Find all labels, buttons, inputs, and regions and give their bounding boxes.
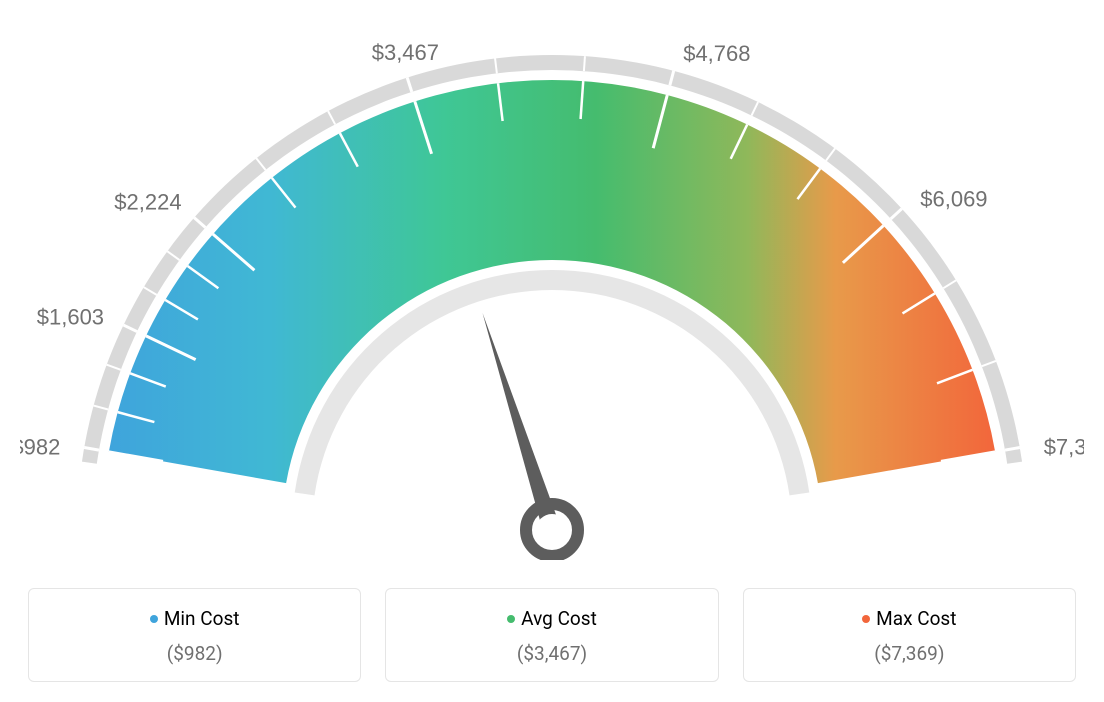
legend-title-max-text: Max Cost <box>876 607 956 630</box>
legend-title-min: Min Cost <box>39 607 350 630</box>
svg-text:$2,224: $2,224 <box>114 190 181 215</box>
svg-text:$7,369: $7,369 <box>1044 434 1084 459</box>
legend-card-min: Min Cost ($982) <box>28 588 361 682</box>
legend-value-min: ($982) <box>39 642 350 665</box>
svg-text:$1,603: $1,603 <box>37 304 104 329</box>
legend-title-max: Max Cost <box>754 607 1065 630</box>
svg-text:$982: $982 <box>20 434 60 459</box>
legend-dot-max <box>862 615 870 623</box>
legend-title-avg-text: Avg Cost <box>521 607 597 630</box>
legend-title-min-text: Min Cost <box>164 607 240 630</box>
svg-text:$3,467: $3,467 <box>372 40 439 65</box>
legend-card-avg: Avg Cost ($3,467) <box>385 588 718 682</box>
legend-value-max: ($7,369) <box>754 642 1065 665</box>
svg-text:$4,768: $4,768 <box>683 41 750 66</box>
gauge-svg: $982 $1,603 $2,224 $3,467 $4,768 $6,069 $7,369 <box>20 20 1084 560</box>
svg-text:$6,069: $6,069 <box>920 187 987 212</box>
legend-card-max: Max Cost ($7,369) <box>743 588 1076 682</box>
cost-gauge-chart: $982 $1,603 $2,224 $3,467 $4,768 $6,069 $7,369… <box>20 20 1084 682</box>
legend-dot-avg <box>507 615 515 623</box>
legend-title-avg: Avg Cost <box>396 607 707 630</box>
legend-value-avg: ($3,467) <box>396 642 707 665</box>
legend-dot-min <box>150 615 158 623</box>
legend-row: Min Cost ($982) Avg Cost ($3,467) Max Co… <box>20 588 1084 682</box>
